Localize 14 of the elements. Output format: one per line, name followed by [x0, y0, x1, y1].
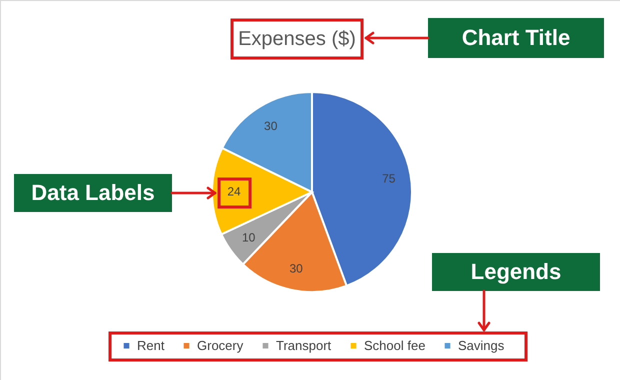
- legend-label: Savings: [458, 338, 505, 353]
- text: Data Labels: [31, 180, 155, 205]
- legend-label: Rent: [137, 338, 165, 353]
- data-label: 30: [264, 118, 278, 133]
- data-label: 75: [382, 171, 396, 186]
- text: Legends: [470, 259, 562, 284]
- data-label: 30: [289, 261, 304, 276]
- chart-title: Expenses ($): [238, 28, 356, 50]
- text: Chart Title: [462, 25, 570, 50]
- legend-label: School fee: [364, 338, 426, 353]
- data-label: 10: [242, 230, 256, 244]
- legend-label: Grocery: [197, 338, 244, 353]
- legend-label: Transport: [276, 338, 332, 353]
- data-label: 24: [227, 184, 241, 198]
